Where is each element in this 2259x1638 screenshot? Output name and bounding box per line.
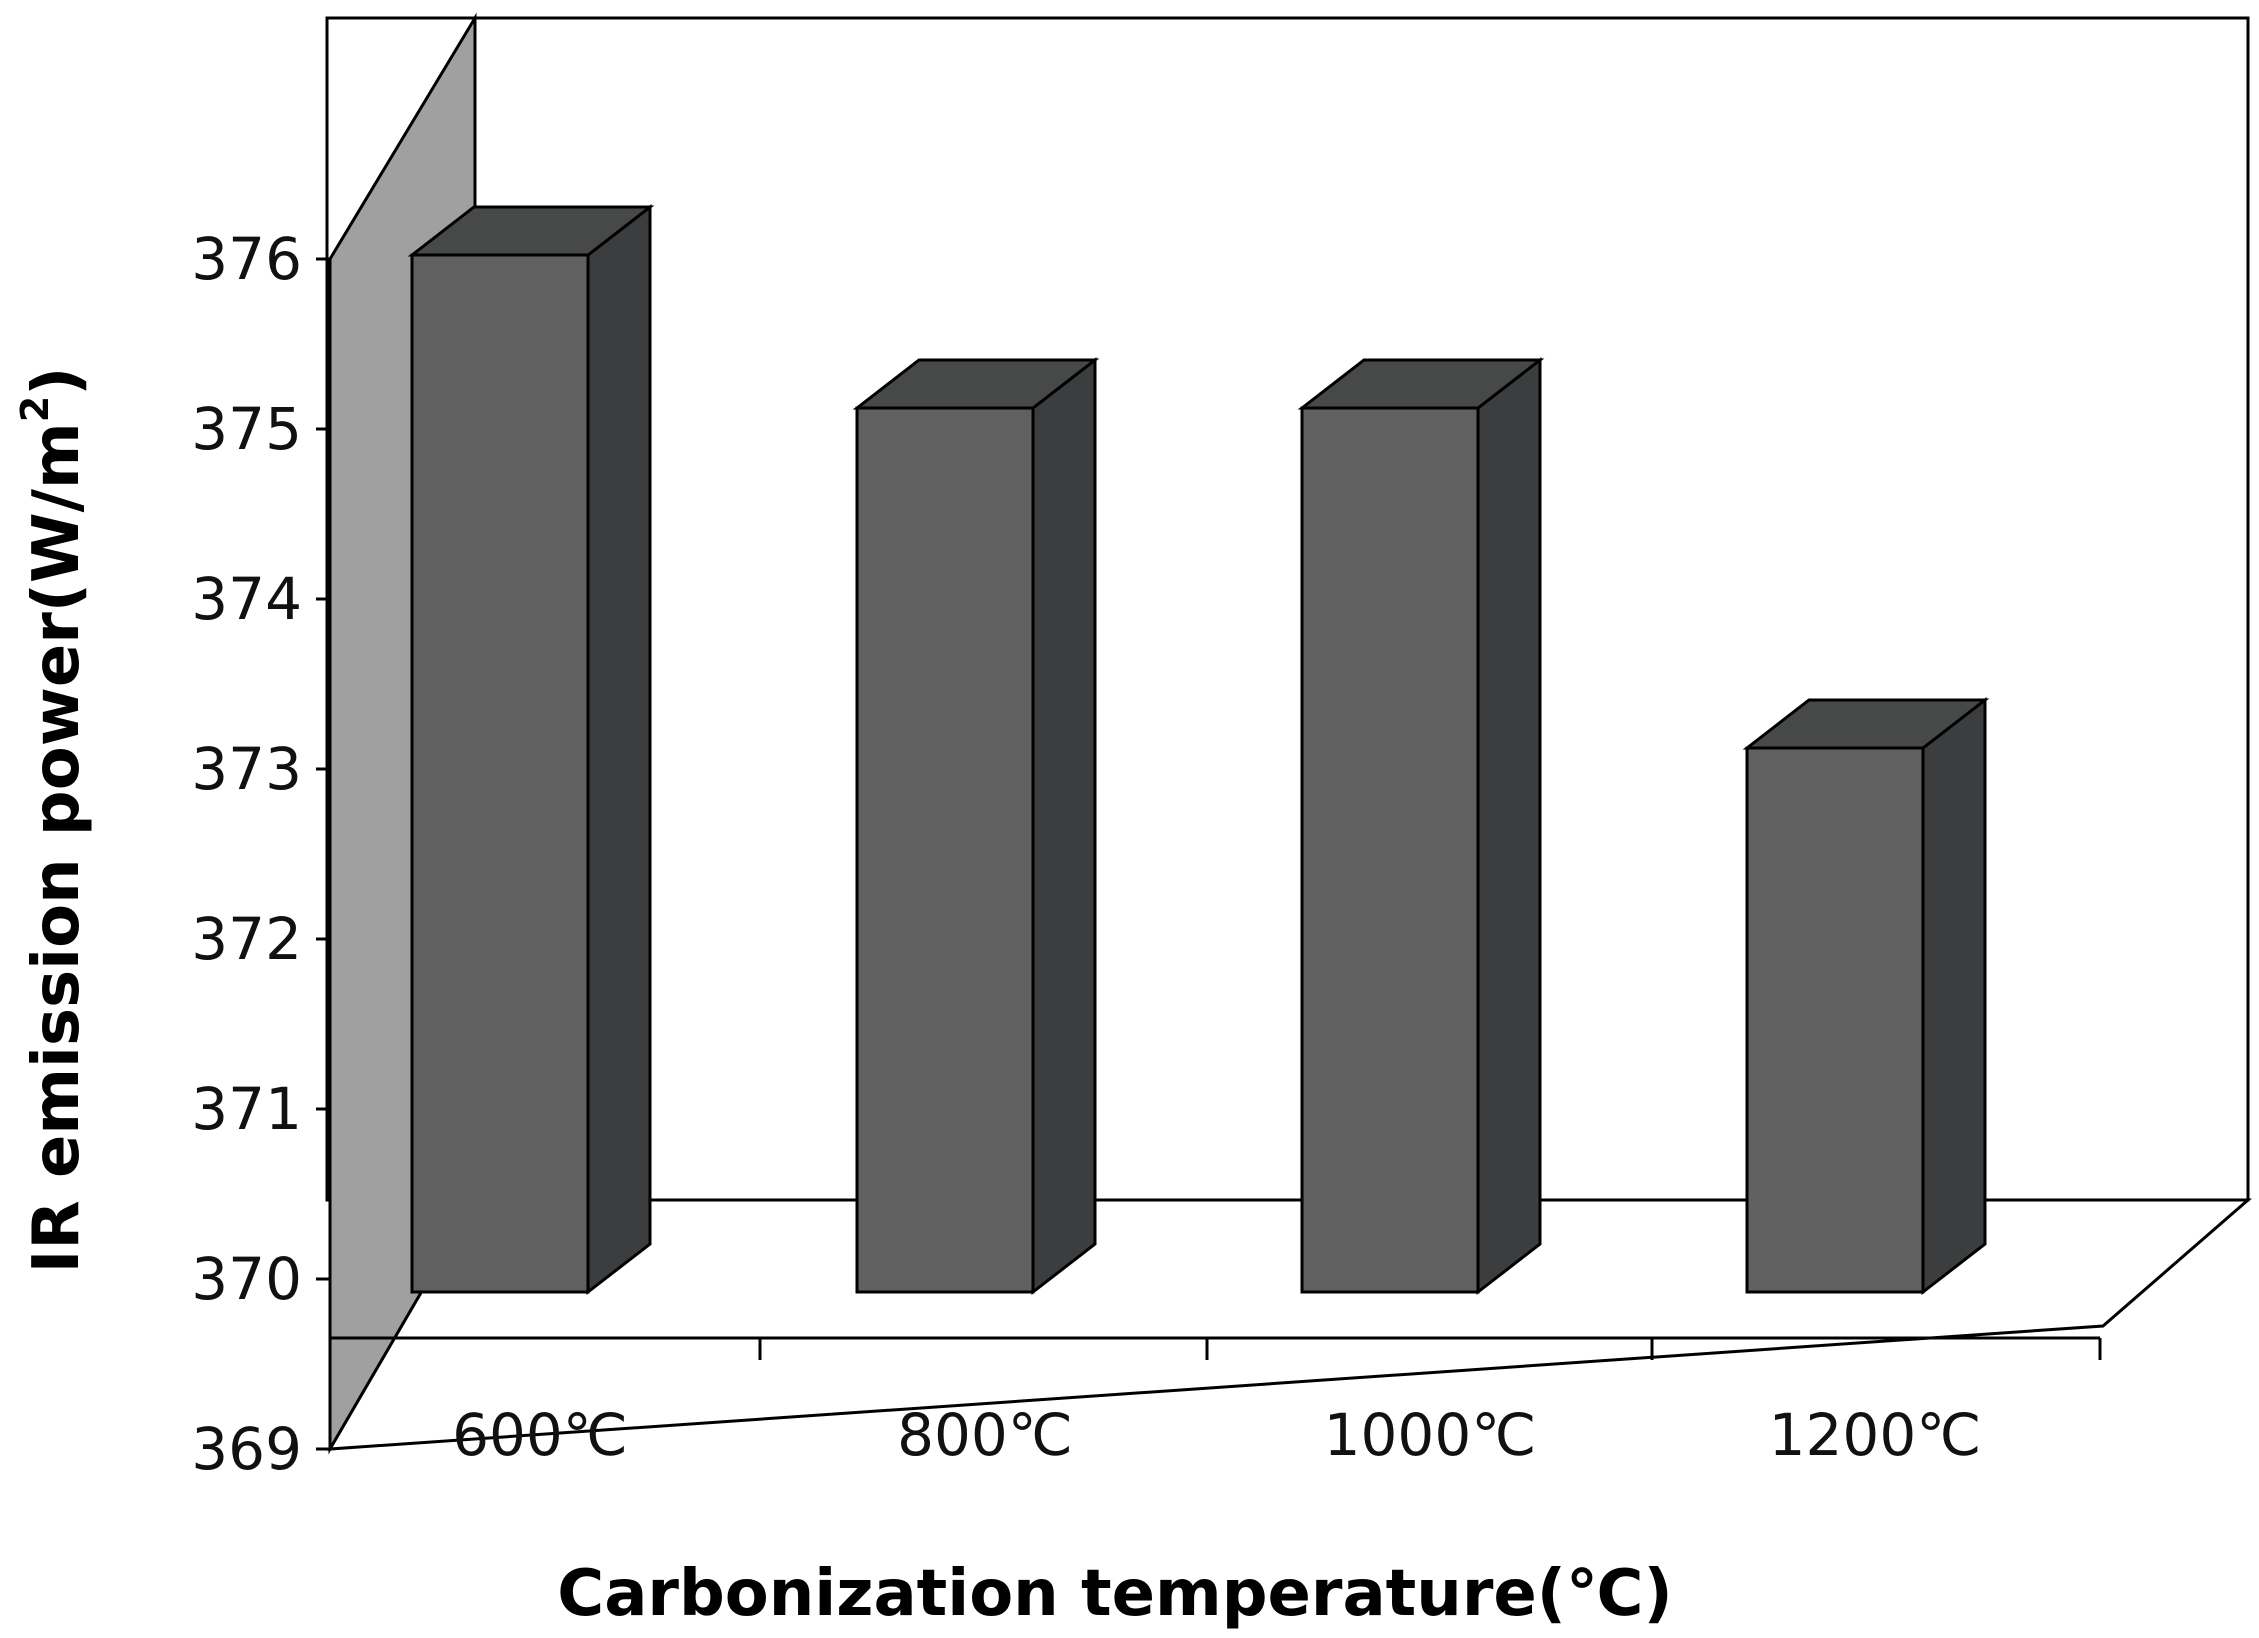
y-tick-label: 376 <box>191 225 302 293</box>
y-tick-label: 369 <box>191 1415 302 1483</box>
bar-front <box>410 253 590 1294</box>
bar-front <box>855 406 1035 1294</box>
bar-front <box>1300 406 1480 1294</box>
y-axis-title: IR emission power(W/m2) <box>13 367 94 1274</box>
y-tick-label: 370 <box>191 1245 302 1313</box>
x-tick-label: 1000℃ <box>1324 1401 1537 1469</box>
y-axis: 369 370 371 372 373 374 375 376 <box>191 225 332 1483</box>
bar-side <box>586 203 652 1296</box>
x-tick-label: 1200℃ <box>1769 1401 1982 1469</box>
bar <box>1742 696 1990 1296</box>
y-tick-label: 371 <box>191 1075 302 1143</box>
y-tick-label: 373 <box>191 735 302 803</box>
y-tick-label: 375 <box>191 395 302 463</box>
bar-side <box>1476 356 1542 1296</box>
y-tick-label: 372 <box>191 905 302 973</box>
bar <box>852 356 1100 1296</box>
bar <box>1297 356 1545 1296</box>
bar <box>407 203 655 1296</box>
x-axis-title: Carbonization temperature(℃) <box>557 1557 1673 1631</box>
x-tick-label: 600℃ <box>452 1401 628 1469</box>
x-tick-label: 800℃ <box>897 1401 1073 1469</box>
bar-side <box>1031 356 1097 1296</box>
bar-side <box>1921 696 1987 1296</box>
y-tick-label: 374 <box>191 565 302 633</box>
bar-front <box>1745 746 1925 1294</box>
x-axis: 600℃ 800℃ 1000℃ 1200℃ <box>328 1336 2102 1469</box>
bars-group <box>407 203 1990 1296</box>
